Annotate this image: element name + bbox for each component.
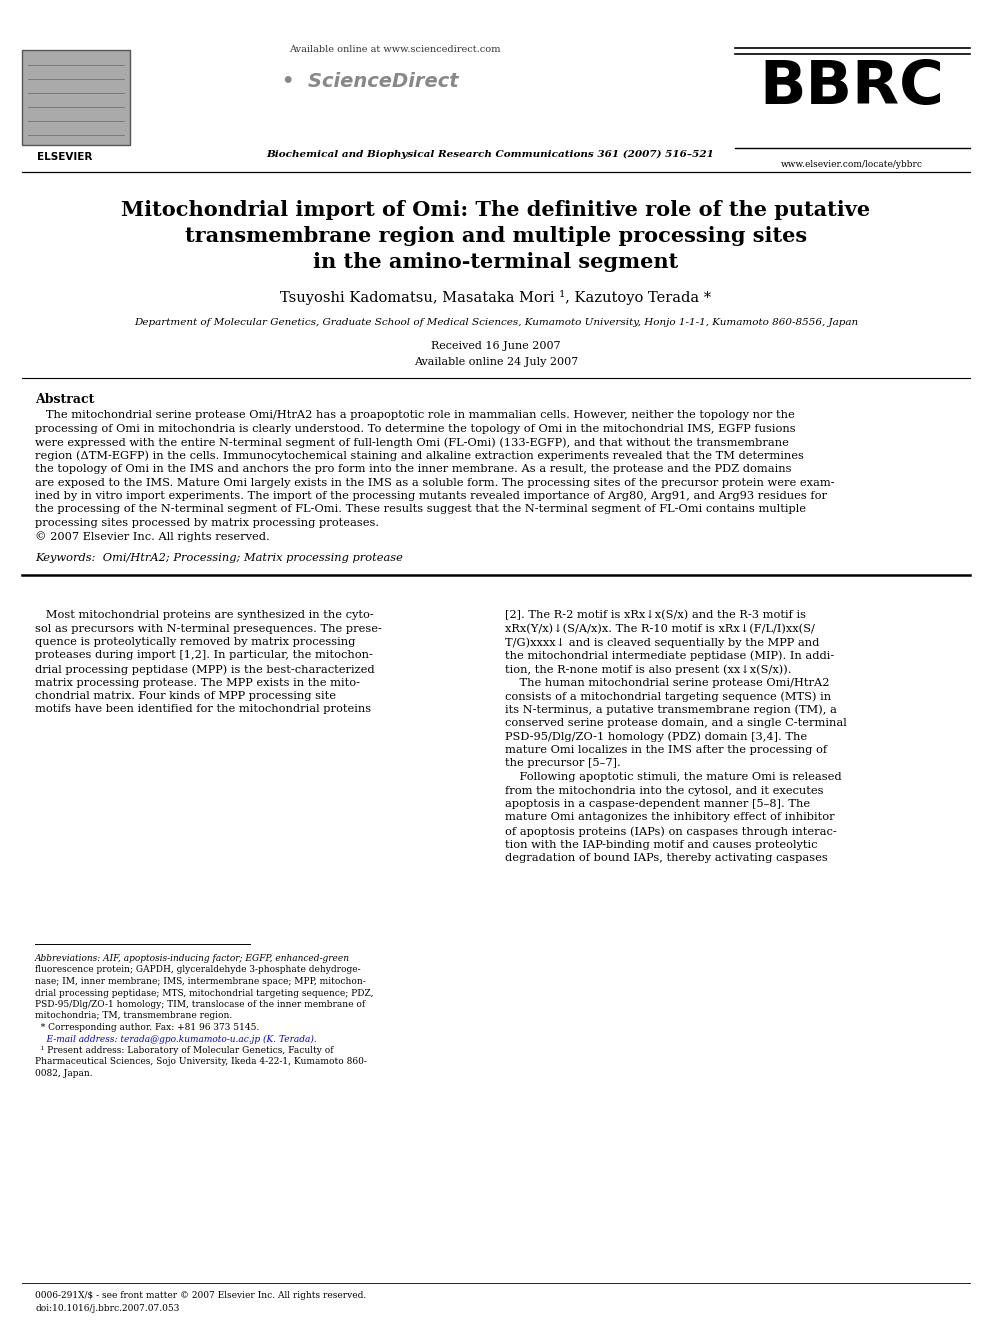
Text: mature Omi antagonizes the inhibitory effect of inhibitor: mature Omi antagonizes the inhibitory ef… [505, 812, 834, 823]
Text: ined by in vitro import experiments. The import of the processing mutants reveal: ined by in vitro import experiments. The… [35, 491, 827, 501]
Text: from the mitochondria into the cytosol, and it executes: from the mitochondria into the cytosol, … [505, 786, 823, 795]
Text: Available online at www.sciencedirect.com: Available online at www.sciencedirect.co… [290, 45, 501, 54]
Text: sol as precursors with N-terminal presequences. The prese-: sol as precursors with N-terminal preseq… [35, 623, 382, 634]
Text: mature Omi localizes in the IMS after the processing of: mature Omi localizes in the IMS after th… [505, 745, 827, 755]
Text: Pharmaceutical Sciences, Sojo University, Ikeda 4-22-1, Kumamoto 860-: Pharmaceutical Sciences, Sojo University… [35, 1057, 367, 1066]
Text: © 2007 Elsevier Inc. All rights reserved.: © 2007 Elsevier Inc. All rights reserved… [35, 532, 270, 542]
Text: E-mail address: terada@gpo.kumamoto-u.ac.jp (K. Terada).: E-mail address: terada@gpo.kumamoto-u.ac… [35, 1035, 316, 1044]
Text: nase; IM, inner membrane; IMS, intermembrane space; MPP, mitochon-: nase; IM, inner membrane; IMS, intermemb… [35, 976, 366, 986]
Text: Abbreviations: AIF, apoptosis-inducing factor; EGFP, enhanced-green: Abbreviations: AIF, apoptosis-inducing f… [35, 954, 350, 963]
Text: Most mitochondrial proteins are synthesized in the cyto-: Most mitochondrial proteins are synthesi… [35, 610, 374, 620]
Text: The human mitochondrial serine protease Omi/HtrA2: The human mitochondrial serine protease … [505, 677, 829, 688]
Text: 0082, Japan.: 0082, Japan. [35, 1069, 92, 1078]
Text: of apoptosis proteins (IAPs) on caspases through interac-: of apoptosis proteins (IAPs) on caspases… [505, 826, 836, 836]
Text: •  ScienceDirect: • ScienceDirect [282, 71, 458, 91]
Text: processing sites processed by matrix processing proteases.: processing sites processed by matrix pro… [35, 519, 379, 528]
Text: its N-terminus, a putative transmembrane region (TM), a: its N-terminus, a putative transmembrane… [505, 705, 837, 714]
Text: drial processing peptidase; MTS, mitochondrial targeting sequence; PDZ,: drial processing peptidase; MTS, mitocho… [35, 988, 374, 998]
Text: are exposed to the IMS. Mature Omi largely exists in the IMS as a soluble form. : are exposed to the IMS. Mature Omi large… [35, 478, 834, 487]
Text: degradation of bound IAPs, thereby activating caspases: degradation of bound IAPs, thereby activ… [505, 853, 827, 863]
Text: the mitochondrial intermediate peptidase (MIP). In addi-: the mitochondrial intermediate peptidase… [505, 651, 834, 662]
Text: ¹ Present address: Laboratory of Molecular Genetics, Faculty of: ¹ Present address: Laboratory of Molecul… [35, 1046, 333, 1054]
Text: 0006-291X/$ - see front matter © 2007 Elsevier Inc. All rights reserved.: 0006-291X/$ - see front matter © 2007 El… [35, 1291, 366, 1301]
Text: proteases during import [1,2]. In particular, the mitochon-: proteases during import [1,2]. In partic… [35, 651, 373, 660]
Text: region (ΔTM-EGFP) in the cells. Immunocytochemical staining and alkaline extract: region (ΔTM-EGFP) in the cells. Immunocy… [35, 451, 804, 460]
Text: Biochemical and Biophysical Research Communications 361 (2007) 516–521: Biochemical and Biophysical Research Com… [266, 149, 714, 159]
Text: processing of Omi in mitochondria is clearly understood. To determine the topolo: processing of Omi in mitochondria is cle… [35, 423, 796, 434]
Text: tion, the R-none motif is also present (xx↓x(S/x)).: tion, the R-none motif is also present (… [505, 664, 792, 675]
Text: motifs have been identified for the mitochondrial proteins: motifs have been identified for the mito… [35, 705, 371, 714]
Text: PSD-95/Dlg/ZO-1 homology; TIM, translocase of the inner membrane of: PSD-95/Dlg/ZO-1 homology; TIM, transloca… [35, 1000, 365, 1009]
Text: transmembrane region and multiple processing sites: transmembrane region and multiple proces… [185, 226, 807, 246]
Text: the processing of the N-terminal segment of FL-Omi. These results suggest that t: the processing of the N-terminal segment… [35, 504, 806, 515]
Text: BBRC: BBRC [760, 58, 944, 116]
Bar [22, 50, 130, 146]
Text: quence is proteolytically removed by matrix processing: quence is proteolytically removed by mat… [35, 636, 355, 647]
Text: T/G)xxxx↓ and is cleaved sequentially by the MPP and: T/G)xxxx↓ and is cleaved sequentially by… [505, 636, 819, 647]
Text: www.elsevier.com/locate/ybbrc: www.elsevier.com/locate/ybbrc [781, 160, 923, 169]
Text: tion with the IAP-binding motif and causes proteolytic: tion with the IAP-binding motif and caus… [505, 840, 817, 849]
Text: Keywords:  Omi/HtrA2; Processing; Matrix processing protease: Keywords: Omi/HtrA2; Processing; Matrix … [35, 553, 403, 564]
Text: mitochondria; TM, transmembrane region.: mitochondria; TM, transmembrane region. [35, 1012, 232, 1020]
Text: the precursor [5–7].: the precursor [5–7]. [505, 758, 621, 769]
Text: were expressed with the entire N-terminal segment of full-length Omi (FL-Omi) (1: were expressed with the entire N-termina… [35, 437, 789, 447]
Text: chondrial matrix. Four kinds of MPP processing site: chondrial matrix. Four kinds of MPP proc… [35, 691, 336, 701]
Text: PSD-95/Dlg/ZO-1 homology (PDZ) domain [3,4]. The: PSD-95/Dlg/ZO-1 homology (PDZ) domain [3… [505, 732, 807, 742]
Text: Tsuyoshi Kadomatsu, Masataka Mori ¹, Kazutoyo Terada *: Tsuyoshi Kadomatsu, Masataka Mori ¹, Kaz… [281, 290, 711, 306]
Text: matrix processing protease. The MPP exists in the mito-: matrix processing protease. The MPP exis… [35, 677, 360, 688]
Text: Available online 24 July 2007: Available online 24 July 2007 [414, 357, 578, 366]
Text: xRx(Y/x)↓(S/A/x)x. The R-10 motif is xRx↓(F/L/I)xx(S/: xRx(Y/x)↓(S/A/x)x. The R-10 motif is xRx… [505, 623, 814, 634]
Text: drial processing peptidase (MPP) is the best-characterized: drial processing peptidase (MPP) is the … [35, 664, 375, 675]
Text: fluorescence protein; GAPDH, glyceraldehyde 3-phosphate dehydroge-: fluorescence protein; GAPDH, glyceraldeh… [35, 966, 361, 975]
Text: The mitochondrial serine protease Omi/HtrA2 has a proapoptotic role in mammalian: The mitochondrial serine protease Omi/Ht… [35, 410, 795, 419]
Text: [2]. The R-2 motif is xRx↓x(S/x) and the R-3 motif is: [2]. The R-2 motif is xRx↓x(S/x) and the… [505, 610, 806, 620]
Text: Department of Molecular Genetics, Graduate School of Medical Sciences, Kumamoto : Department of Molecular Genetics, Gradua… [134, 318, 858, 327]
Text: doi:10.1016/j.bbrc.2007.07.053: doi:10.1016/j.bbrc.2007.07.053 [35, 1304, 180, 1312]
Text: conserved serine protease domain, and a single C-terminal: conserved serine protease domain, and a … [505, 718, 847, 728]
Text: the topology of Omi in the IMS and anchors the pro form into the inner membrane.: the topology of Omi in the IMS and ancho… [35, 464, 792, 474]
Text: in the amino-terminal segment: in the amino-terminal segment [313, 251, 679, 273]
Text: * Corresponding author. Fax: +81 96 373 5145.: * Corresponding author. Fax: +81 96 373 … [35, 1023, 259, 1032]
Text: Mitochondrial import of Omi: The definitive role of the putative: Mitochondrial import of Omi: The definit… [121, 200, 871, 220]
Text: Following apoptotic stimuli, the mature Omi is released: Following apoptotic stimuli, the mature … [505, 773, 841, 782]
Text: Abstract: Abstract [35, 393, 94, 406]
Text: Received 16 June 2007: Received 16 June 2007 [432, 341, 560, 351]
Text: consists of a mitochondrial targeting sequence (MTS) in: consists of a mitochondrial targeting se… [505, 691, 831, 701]
Text: ELSEVIER: ELSEVIER [38, 152, 92, 161]
Text: apoptosis in a caspase-dependent manner [5–8]. The: apoptosis in a caspase-dependent manner … [505, 799, 810, 808]
